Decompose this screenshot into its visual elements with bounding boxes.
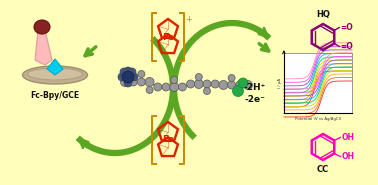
- Text: Potential (V vs Ag/AgCl): Potential (V vs Ag/AgCl): [295, 117, 341, 121]
- Ellipse shape: [211, 80, 219, 88]
- Text: OH: OH: [341, 152, 354, 161]
- Ellipse shape: [171, 77, 178, 83]
- Text: I / μA: I / μA: [278, 78, 282, 88]
- Text: Fe: Fe: [162, 135, 174, 144]
- Ellipse shape: [178, 83, 186, 91]
- Ellipse shape: [170, 83, 179, 92]
- Ellipse shape: [137, 78, 146, 86]
- Ellipse shape: [228, 81, 235, 89]
- Ellipse shape: [162, 83, 170, 91]
- Text: Fe: Fe: [162, 33, 174, 41]
- Text: HQ: HQ: [316, 10, 330, 19]
- Polygon shape: [35, 30, 52, 65]
- Text: CC: CC: [317, 165, 329, 174]
- Ellipse shape: [130, 73, 138, 81]
- Ellipse shape: [124, 73, 132, 81]
- Text: +: +: [185, 15, 192, 24]
- Ellipse shape: [236, 81, 244, 89]
- Ellipse shape: [34, 20, 50, 34]
- Ellipse shape: [28, 68, 82, 80]
- FancyBboxPatch shape: [284, 53, 352, 113]
- Ellipse shape: [219, 80, 228, 90]
- Ellipse shape: [146, 87, 153, 93]
- Ellipse shape: [203, 88, 211, 95]
- Ellipse shape: [124, 67, 132, 75]
- Text: -2H⁺: -2H⁺: [244, 83, 266, 92]
- Ellipse shape: [195, 73, 202, 80]
- Ellipse shape: [128, 68, 136, 76]
- Text: OH: OH: [341, 133, 354, 142]
- Ellipse shape: [145, 78, 154, 87]
- Text: =O: =O: [340, 23, 353, 32]
- Ellipse shape: [118, 73, 126, 81]
- Text: -2e⁻: -2e⁻: [245, 95, 265, 104]
- Text: =O: =O: [340, 42, 353, 51]
- Ellipse shape: [138, 70, 145, 78]
- Ellipse shape: [121, 78, 130, 87]
- Ellipse shape: [120, 68, 128, 76]
- Ellipse shape: [203, 80, 211, 88]
- Ellipse shape: [194, 80, 203, 88]
- Ellipse shape: [228, 75, 235, 82]
- Text: Fc-Bpy/GCE: Fc-Bpy/GCE: [31, 91, 79, 100]
- Ellipse shape: [23, 66, 87, 84]
- Ellipse shape: [187, 80, 195, 88]
- Polygon shape: [47, 59, 63, 75]
- Ellipse shape: [154, 83, 162, 91]
- Ellipse shape: [122, 71, 134, 83]
- Ellipse shape: [124, 79, 132, 87]
- Ellipse shape: [238, 78, 248, 88]
- Ellipse shape: [232, 85, 243, 97]
- Ellipse shape: [243, 80, 253, 90]
- Ellipse shape: [129, 78, 137, 86]
